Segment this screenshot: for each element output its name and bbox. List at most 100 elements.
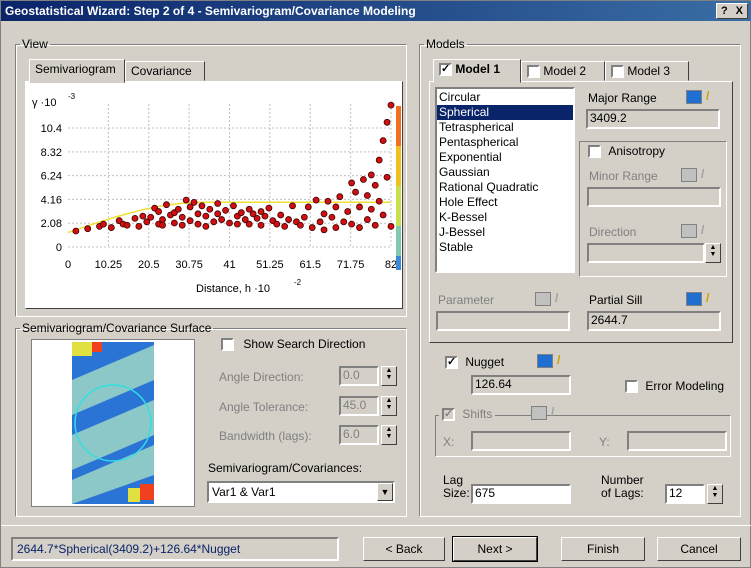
tab-model-1[interactable]: ✓ Model 1	[433, 59, 521, 83]
direction-input[interactable]	[587, 243, 705, 263]
semi-cov-select[interactable]: Var1 & Var1 ▼	[207, 481, 395, 503]
partial-sill-input[interactable]: 2644.7	[587, 311, 721, 331]
model-list-item[interactable]: Gaussian	[439, 165, 490, 179]
data-point	[226, 219, 233, 227]
calculator-icon[interactable]	[686, 90, 702, 104]
back-button[interactable]: < Back	[363, 537, 445, 561]
data-point	[159, 221, 166, 229]
y-tick-label: 2.08	[41, 218, 62, 230]
pencil-icon[interactable]: /	[706, 291, 710, 305]
model-list-item[interactable]: Circular	[439, 90, 481, 104]
num-lags-input[interactable]: 12	[665, 484, 705, 504]
pencil-icon[interactable]: /	[557, 353, 561, 367]
data-point	[100, 220, 107, 228]
bandwidth-spinner[interactable]: ▲ ▼	[381, 425, 397, 445]
colorbar-segment	[396, 186, 401, 226]
tab-covariance[interactable]: Covariance	[125, 61, 205, 81]
data-point	[356, 224, 363, 231]
lag-size-label: Lag Size:	[443, 474, 470, 500]
bandwidth-input[interactable]: 6.0	[339, 425, 379, 445]
shift-x-input[interactable]	[471, 431, 571, 451]
x-tick-label: 82	[385, 259, 397, 271]
model-list-item[interactable]: K-Bessel	[439, 210, 488, 224]
pencil-icon[interactable]: /	[706, 89, 710, 103]
model-type-list[interactable]: Circular Spherical Tetraspherical Pentasphe…	[435, 87, 575, 273]
lag-size-input[interactable]: 675	[471, 484, 571, 504]
model-list-item[interactable]: Exponential	[439, 150, 502, 164]
data-point	[273, 220, 281, 228]
model-list-item[interactable]: Spherical	[437, 105, 573, 120]
y-ticks: 10.4 8.32 6.24 4.16 2.08 0	[41, 123, 62, 254]
model-list-item[interactable]: Hole Effect	[439, 195, 498, 209]
calculator-icon	[535, 292, 551, 306]
direction-spinner[interactable]: ▲ ▼	[705, 243, 721, 263]
data-point	[218, 216, 226, 223]
shifts-checkbox[interactable]: ✓	[442, 408, 455, 422]
title-buttons: ? X	[716, 3, 748, 19]
data-point	[383, 118, 391, 126]
x-tick-label: 61.5	[300, 259, 321, 271]
lag-size-value: 675	[475, 486, 496, 500]
major-range-input[interactable]: 3409.2	[586, 109, 720, 129]
data-point	[363, 216, 371, 223]
angle-direction-value: 0.0	[343, 368, 360, 382]
pencil-icon: /	[555, 291, 559, 305]
help-button[interactable]: ?	[720, 5, 728, 17]
error-modeling-checkbox[interactable]	[625, 380, 638, 394]
window-title: Geostatistical Wizard: Step 2 of 4 - Sem…	[5, 4, 416, 18]
nugget-checkbox[interactable]: ✓	[445, 356, 458, 370]
angle-direction-input[interactable]: 0.0	[339, 366, 379, 386]
num-lags-spinner[interactable]: ▲ ▼	[707, 484, 723, 504]
data-point	[367, 205, 375, 213]
model-list-item[interactable]: Tetraspherical	[439, 120, 514, 134]
tab-semivariogram[interactable]: Semivariogram	[29, 59, 125, 83]
major-range-label: Major Range	[588, 91, 657, 105]
close-button[interactable]: X	[735, 5, 743, 17]
calculator-icon	[681, 168, 697, 182]
nugget-input[interactable]: 126.64	[471, 375, 571, 395]
data-point	[265, 204, 273, 212]
data-point	[186, 217, 194, 225]
tab-model-2[interactable]: Model 2	[521, 61, 605, 81]
cancel-button[interactable]: Cancel	[657, 537, 741, 561]
data-point	[356, 203, 363, 211]
semivariogram-plot: 10.4 8.32 6.24 4.16 2.08 0 0 10.25 20.5 30.75 41 5…	[26, 82, 402, 308]
error-modeling[interactable]: Error Modeling	[625, 379, 724, 394]
data-point	[328, 213, 336, 221]
angle-tolerance-input[interactable]: 45.0	[339, 396, 379, 416]
show-search-direction-checkbox[interactable]	[221, 338, 234, 352]
show-search-direction[interactable]: Show Search Direction	[221, 337, 365, 352]
angle-direction-label: Angle Direction:	[219, 370, 304, 384]
calculator-icon[interactable]	[686, 292, 702, 306]
parameter-input[interactable]	[436, 311, 570, 331]
y-tick-label: 8.32	[41, 147, 62, 159]
model-list-item[interactable]: Stable	[439, 240, 474, 254]
chevron-down-icon[interactable]: ▼	[377, 483, 393, 501]
shift-y-input[interactable]	[627, 431, 727, 451]
model-list-item[interactable]: Rational Quadratic	[439, 180, 539, 194]
data-point	[206, 205, 214, 213]
minor-range-input[interactable]	[587, 187, 721, 207]
next-button[interactable]: Next >	[452, 536, 538, 562]
footer-divider	[1, 525, 751, 526]
model-list-item[interactable]: J-Bessel	[439, 225, 486, 239]
nugget[interactable]: ✓ Nugget	[445, 355, 504, 370]
num-lags-label-line2: of Lags:	[601, 486, 644, 500]
tab-model-3[interactable]: Model 3	[605, 61, 689, 81]
data-point	[375, 197, 383, 205]
finish-button[interactable]: Finish	[561, 537, 645, 561]
anisotropy-checkbox[interactable]	[588, 145, 601, 159]
data-point	[107, 224, 115, 231]
data-point	[139, 212, 147, 220]
anisotropy[interactable]: Anisotropy	[585, 144, 669, 159]
model-list-item[interactable]: Pentaspherical	[439, 135, 519, 149]
shift-x-label: X:	[443, 435, 455, 449]
calculator-icon[interactable]	[537, 354, 553, 368]
angle-tolerance-spinner[interactable]: ▲ ▼	[381, 396, 397, 416]
models-group: Models	[419, 37, 741, 517]
angle-direction-spinner[interactable]: ▲ ▼	[381, 366, 397, 386]
y-tick-label: 6.24	[41, 171, 62, 183]
shifts[interactable]: ✓ Shifts	[439, 407, 496, 422]
pencil-icon: /	[551, 405, 555, 419]
data-point	[147, 213, 155, 221]
